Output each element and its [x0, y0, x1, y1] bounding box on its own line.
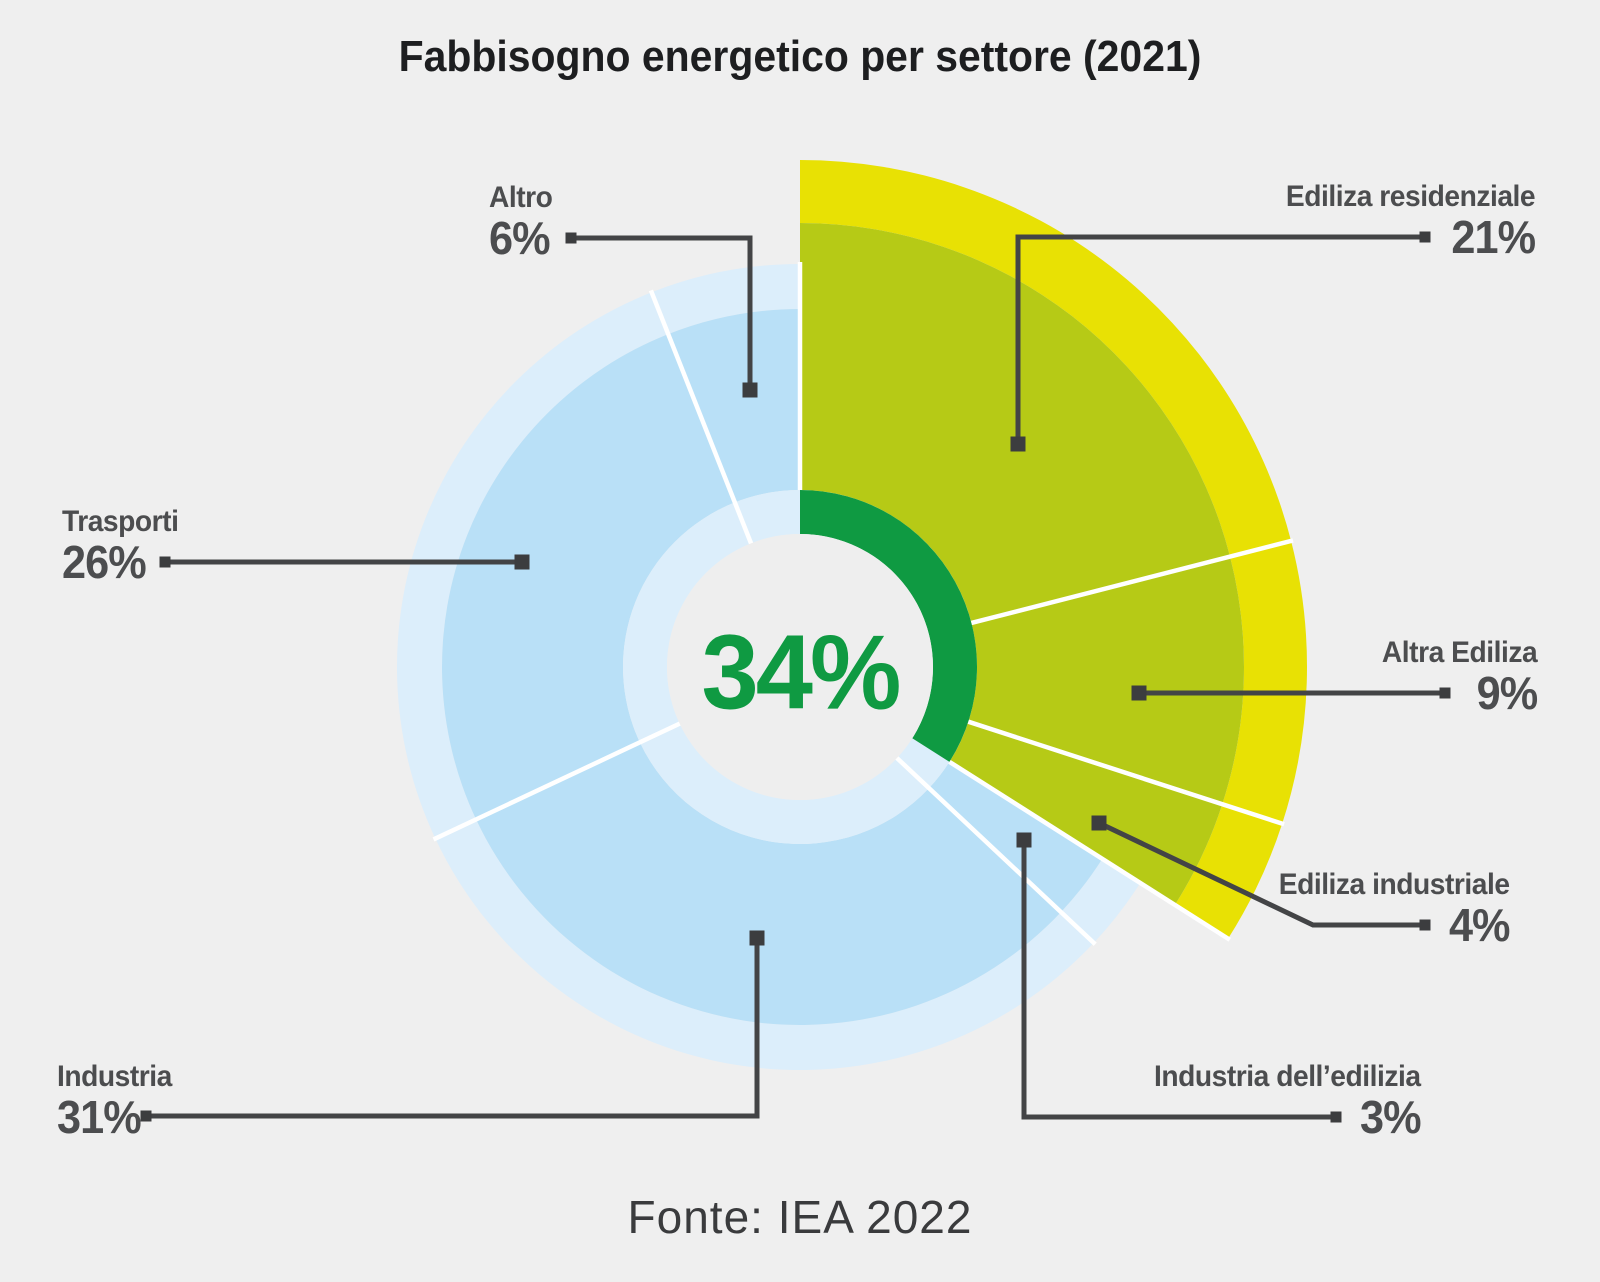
sector-label-trasporti: Trasporti 26% — [62, 505, 179, 588]
sector-percent: 26% — [62, 536, 147, 588]
segment-industria-outer — [435, 819, 1094, 1070]
marker-ediliza-industriale-chart — [1091, 815, 1107, 831]
marker-industria-dell-edilizia-label — [1330, 1111, 1342, 1123]
segment-altro-mid — [668, 309, 800, 503]
sector-percent: 3% — [1360, 1091, 1422, 1143]
marker-trasporti-chart — [514, 554, 530, 570]
segment-trasporti-innerring — [623, 502, 752, 743]
sector-label-altra-ediliza: Altra Ediliza 9% — [1381, 636, 1538, 719]
donut-center-circle — [667, 534, 933, 800]
sector-percent: 6% — [489, 212, 551, 264]
callout-connectors — [146, 234, 1445, 1120]
segment-ediliza-industriale-outer — [1174, 804, 1283, 939]
sector-name: Industria dell’edilizia — [1154, 1060, 1421, 1093]
sector-name: Industria — [57, 1060, 172, 1093]
marker-altro-label — [565, 232, 577, 244]
connector-industria-dell-edilizia — [1021, 840, 1336, 1120]
center-total-value: 34% — [701, 613, 901, 732]
connector-ediliza-industriale — [1097, 820, 1425, 928]
segment-industria-dell-edilizia-innerring — [896, 738, 950, 789]
segment-industria-dell-edilizia-outer — [1060, 858, 1141, 943]
highlight-ring-34pct — [800, 490, 978, 762]
connector-ediliza-residenziale — [1015, 234, 1425, 444]
marker-industria-chart — [749, 930, 765, 946]
segment-altro-innerring — [734, 490, 800, 544]
source-caption: Fonte: IEA 2022 — [627, 1191, 973, 1243]
sector-name: Altro — [489, 181, 553, 214]
sector-percent: 4% — [1449, 899, 1511, 951]
segment-trasporti-outer — [396, 292, 669, 839]
page-title: Fabbisogno energetico per settore (2021) — [398, 32, 1202, 81]
segment-ediliza-residenziale-mid — [800, 223, 1231, 623]
marker-ediliza-residenziale-chart — [1010, 436, 1026, 452]
marker-industria-dell-edilizia-chart — [1016, 832, 1032, 848]
marker-altra-ediliza-label — [1439, 687, 1451, 699]
sector-label-altro: Altro 6% — [489, 181, 553, 264]
highlight-arc-34 — [800, 490, 978, 762]
separator-line — [432, 719, 686, 842]
separator-line — [648, 289, 755, 549]
marker-industria-label — [140, 1110, 152, 1122]
segment-altro-outer — [651, 264, 800, 335]
sector-name: Ediliza residenziale — [1285, 180, 1536, 213]
sector-percent: 21% — [1451, 211, 1536, 263]
segment-separators — [432, 262, 1294, 946]
marker-altra-ediliza-chart — [1131, 685, 1147, 701]
segment-trasporti-mid — [441, 334, 735, 820]
sector-percent: 31% — [57, 1091, 142, 1143]
sector-percent: 9% — [1476, 667, 1538, 719]
segment-industria-mid — [476, 742, 1061, 1026]
separator-line — [948, 759, 1231, 942]
sector-name: Trasporti — [62, 505, 179, 538]
segment-industria-dell-edilizia-mid — [929, 761, 1103, 913]
sector-name: Altra Ediliza — [1381, 636, 1538, 669]
sector-name: Ediliza industriale — [1279, 868, 1510, 901]
marker-ediliza-residenziale-label — [1419, 231, 1431, 243]
connector-industria — [146, 938, 760, 1119]
sector-label-industria-dell-edilizia: Industria dell’edilizia 3% — [1154, 1060, 1422, 1143]
separator-line — [891, 752, 1097, 946]
sector-label-industria: Industria 31% — [57, 1060, 172, 1140]
sector-label-ediliza-industriale: Ediliza industriale 4% — [1279, 868, 1511, 951]
callout-markers — [140, 231, 1451, 1123]
sector-label-ediliza-residenziale: Ediliza residenziale 21% — [1285, 180, 1536, 263]
connector-altro — [571, 235, 753, 390]
marker-trasporti-label — [159, 556, 171, 568]
segment-ediliza-industriale-mid — [949, 721, 1223, 905]
marker-altro-chart — [742, 382, 758, 398]
separator-line — [967, 719, 1285, 827]
marker-ediliza-industriale-label — [1419, 919, 1431, 931]
segment-altra-ediliza-outer — [1222, 540, 1308, 824]
donut-rings — [396, 160, 1308, 1070]
separator-line — [970, 538, 1294, 626]
segment-industria-innerring — [639, 723, 930, 844]
